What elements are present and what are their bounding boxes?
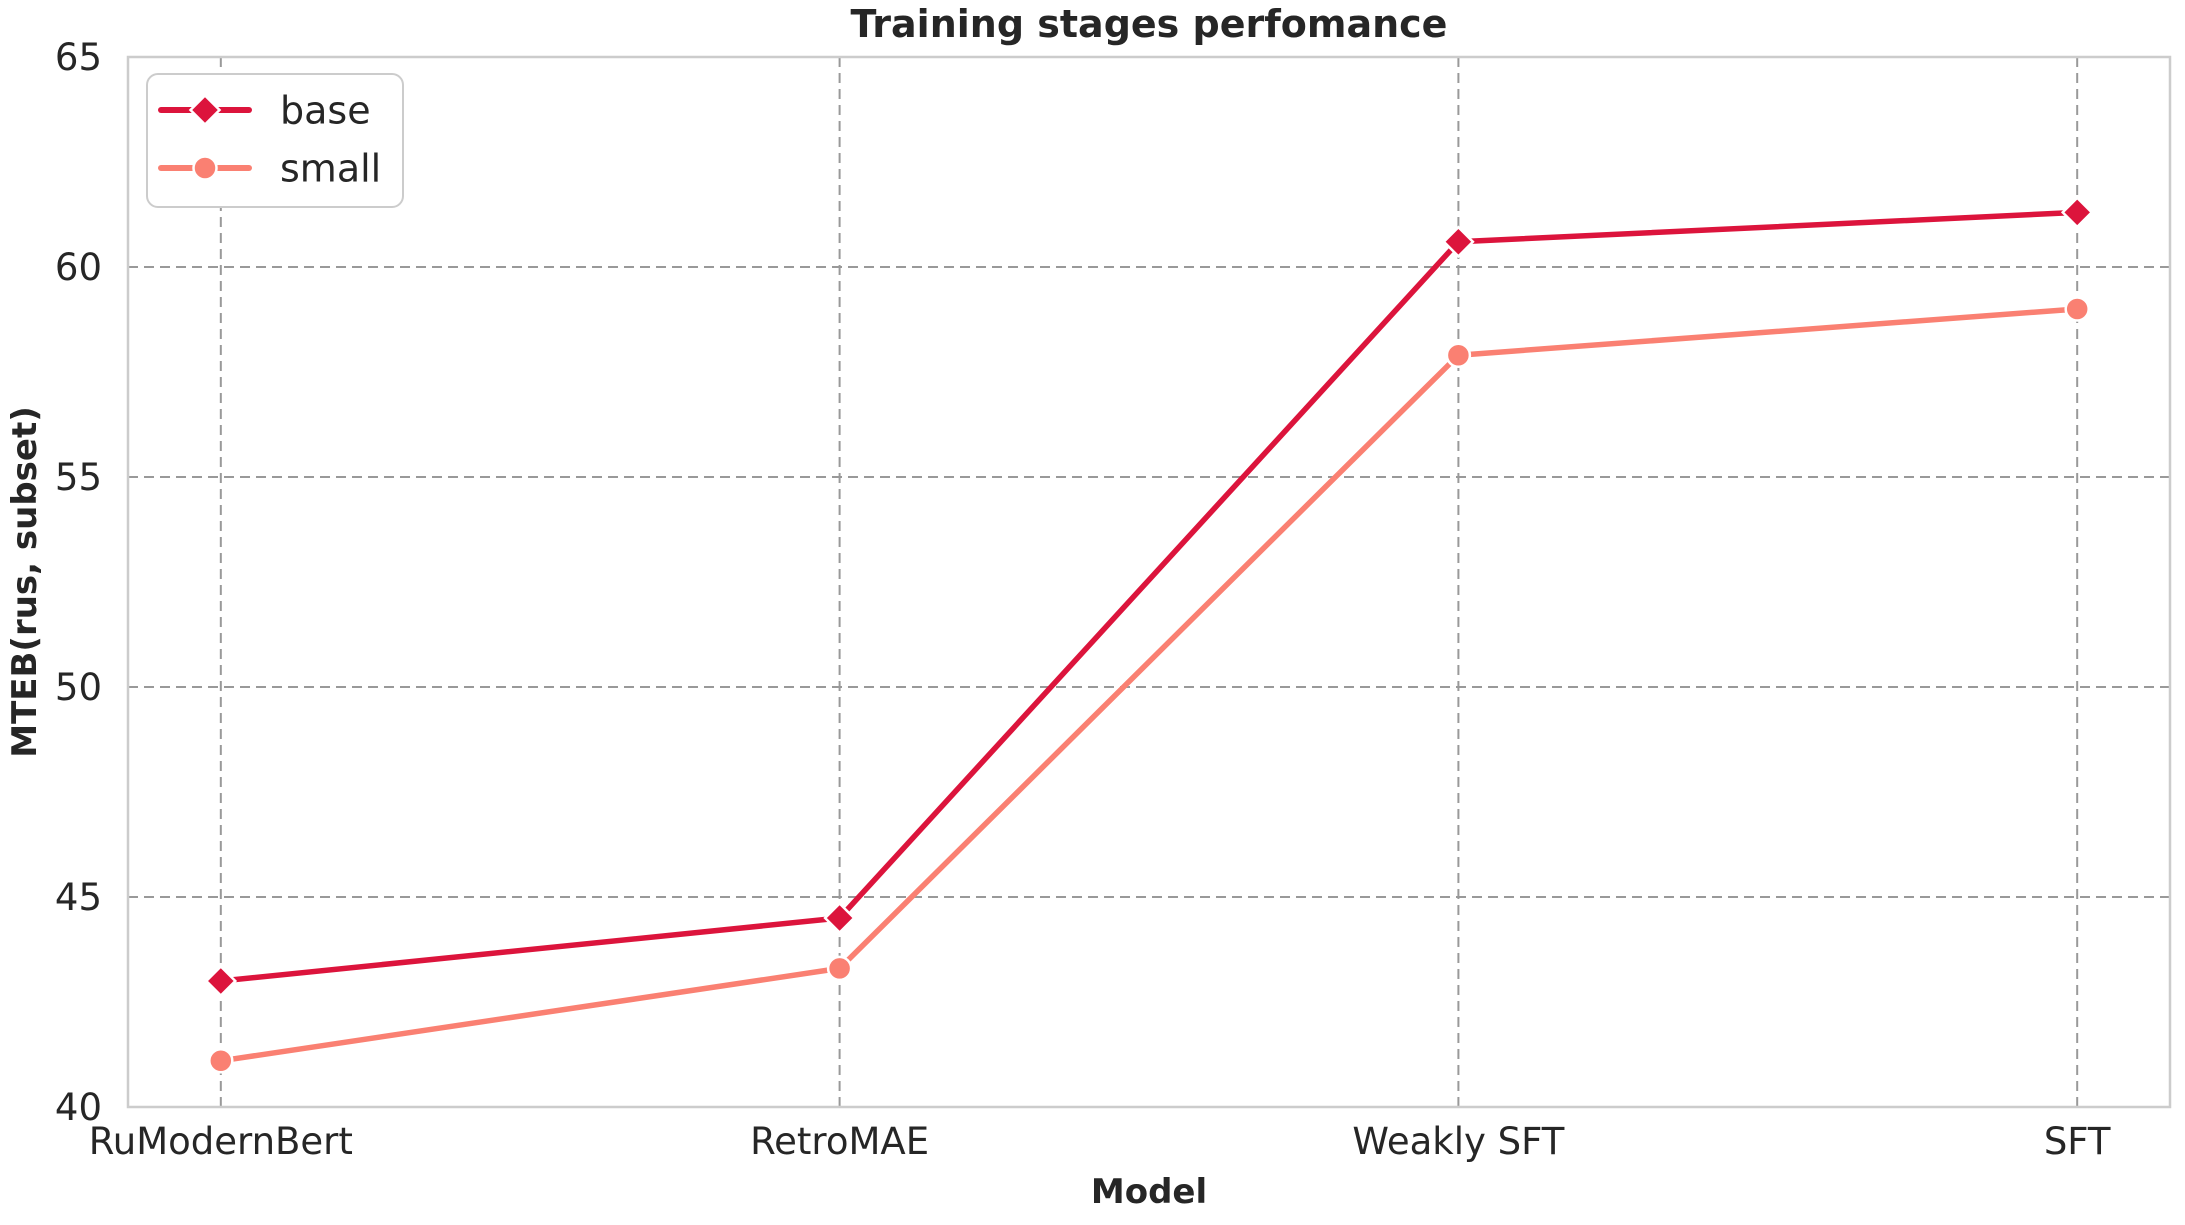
- y-tick-label: 55: [55, 456, 102, 499]
- x-tick-label: RuModernBert: [89, 1120, 353, 1163]
- x-tick-label: SFT: [2044, 1120, 2111, 1163]
- legend-entries: base small: [158, 89, 381, 191]
- x-tick-label: RetroMAE: [750, 1120, 929, 1163]
- x-axis-label: Model: [1091, 1172, 1207, 1212]
- marker-small: [2064, 296, 2090, 322]
- marker-base: [1442, 225, 1475, 259]
- y-tick-label: 40: [55, 1086, 102, 1129]
- legend-entry-small: small: [158, 147, 381, 191]
- marker-small: [826, 955, 853, 982]
- series-line-base: [220, 209, 2078, 984]
- series-line-small: [220, 306, 2078, 1064]
- marker-small: [208, 1048, 234, 1074]
- y-tick-label: 60: [55, 246, 102, 289]
- marker-base: [823, 901, 856, 935]
- legend-marker-circle-icon: [192, 155, 218, 181]
- y-tick-label: 50: [55, 666, 102, 709]
- marker-small: [1445, 342, 1472, 368]
- x-tick-label: Weakly SFT: [1352, 1120, 1564, 1163]
- marker-base: [204, 964, 238, 998]
- y-tick-labels: 40 45 50 55 60 65: [55, 36, 102, 1129]
- legend: base small: [146, 73, 404, 208]
- y-tick-label: 65: [55, 36, 102, 79]
- legend-label-small: small: [280, 147, 381, 191]
- y-axis-label: MTEB(rus, subset): [5, 406, 45, 758]
- y-tick-label: 45: [55, 876, 102, 919]
- legend-label-base: base: [280, 89, 371, 133]
- marker-base: [2060, 196, 2094, 229]
- x-tick-labels: RuModernBert RetroMAE Weakly SFT SFT: [89, 1120, 2111, 1163]
- chart-title: Training stages perfomance: [851, 2, 1448, 46]
- legend-entry-base: base: [158, 89, 371, 133]
- plot-border: [126, 55, 2172, 1109]
- legend-marker-diamond-icon: [188, 93, 222, 127]
- series-lines: [204, 196, 2094, 1074]
